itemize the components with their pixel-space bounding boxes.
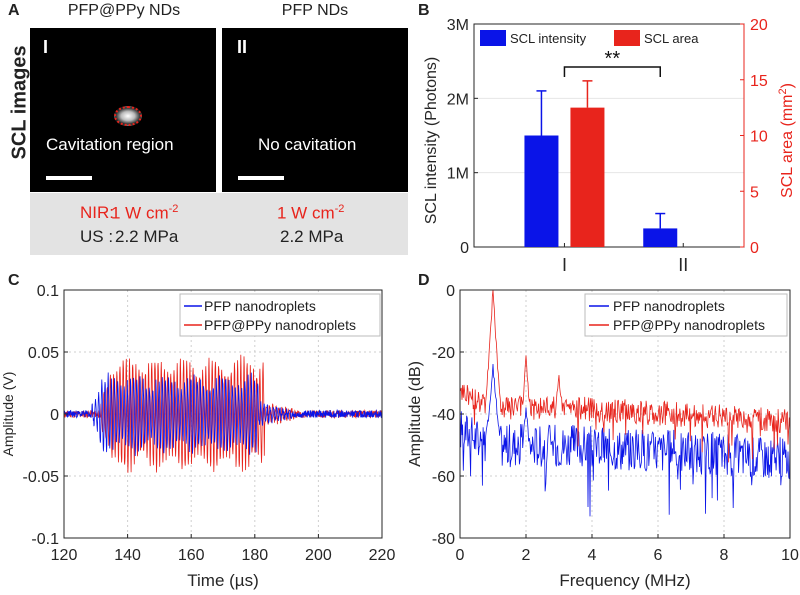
image-numeral-i: I: [43, 37, 49, 57]
x-tick-label: I: [562, 255, 567, 275]
legend-label-pfp-ppy: PFP@PPy nanodroplets: [613, 317, 765, 333]
y-tick-label: -60: [432, 469, 455, 486]
scl-image-left: I Cavitation region: [30, 28, 216, 192]
legend-label-pfp-ppy: PFP@PPy nanodroplets: [204, 317, 356, 333]
y-right-tick-label: 20: [750, 17, 768, 34]
x-tick-label: 180: [241, 547, 268, 564]
us-value-right: 2.2 MPa: [280, 227, 344, 246]
y-tick-label: -0.05: [23, 469, 60, 486]
x-tick-label: 220: [369, 547, 396, 564]
y-tick-label: 0: [460, 240, 469, 257]
legend-label-area: SCL area: [644, 31, 699, 46]
nir-value-left: 1 W cm-2: [111, 203, 179, 223]
x-tick-label: 8: [720, 547, 729, 564]
y-tick-label: 2M: [447, 91, 469, 108]
x-tick-label: II: [678, 255, 688, 275]
bar-scl-intensity: [643, 228, 678, 247]
y-tick-label: -20: [432, 345, 455, 362]
x-tick-label: 0: [456, 547, 465, 564]
y-tick-label: -0.1: [31, 531, 59, 548]
nir-label: NIR:: [80, 203, 114, 222]
us-value-left: 2.2 MPa: [115, 227, 179, 246]
legend-label-pfp: PFP nanodroplets: [613, 298, 725, 314]
y-right-tick-label: 5: [750, 184, 759, 201]
y-axis-label: Amplitude (V): [0, 372, 16, 457]
legend-label-intensity: SCL intensity: [510, 31, 587, 46]
y-right-tick-label: 15: [750, 73, 768, 90]
y-tick-label: -40: [432, 407, 455, 424]
panel-b-label: B: [418, 2, 430, 19]
series-line-pfp-ppy: [459, 289, 791, 463]
y-tick-label: 0: [446, 283, 455, 300]
significance-stars: **: [605, 48, 621, 70]
x-tick-label: 6: [654, 547, 663, 564]
y-right-axis-label: SCL area (mm2): [777, 83, 796, 198]
y-tick-label: 0.1: [37, 283, 59, 300]
panel-a-label: A: [8, 2, 20, 19]
x-tick-label: 2: [522, 547, 531, 564]
series-line-pfp: [63, 372, 383, 457]
cavitation-region-caption: Cavitation region: [46, 135, 174, 154]
panel-c-label: C: [8, 272, 20, 289]
x-axis-label: Time (µs): [187, 571, 259, 590]
left-image-title: PFP@PPy NDs: [67, 2, 181, 19]
panel-d-chart: 0 2 4 6 8 10 -80 -60 -40 -20 0 PFP nanodroplets PFP@…: [407, 283, 799, 590]
x-axis-label: Frequency (MHz): [559, 571, 690, 590]
series-line-pfp: [459, 363, 791, 517]
legend-swatch-intensity: [480, 30, 506, 46]
right-image-title: PFP NDs: [281, 2, 349, 19]
x-tick-label: 10: [781, 547, 799, 564]
legend-label-pfp: PFP nanodroplets: [204, 298, 316, 314]
y-right-tick-label: 0: [750, 240, 759, 257]
cavitation-spot: [114, 106, 142, 126]
y-tick-label: 3M: [447, 17, 469, 34]
nir-value-right: 1 W cm-2: [277, 203, 345, 223]
x-tick-label: 160: [178, 547, 205, 564]
panel-c-chart: 120 140 160 180 200 220 -0.1 -0.05 0 0.05 0.1 PFP n…: [0, 283, 396, 590]
scale-bar-right: [238, 176, 284, 180]
no-cavitation-caption: No cavitation: [258, 135, 357, 154]
y-tick-label: -80: [432, 531, 455, 548]
scl-images-title: SCL images: [8, 45, 31, 160]
y-axis-label: Amplitude (dB): [407, 361, 424, 467]
y-tick-label: 1M: [447, 166, 469, 183]
y-tick-label: 0: [50, 407, 59, 424]
conditions-box: NIR: 1 W cm-2 US : 2.2 MPa 1 W cm-2 2.2 …: [30, 193, 408, 255]
panel-d-label: D: [418, 272, 430, 289]
us-label: US :: [80, 227, 114, 246]
legend-box: [179, 293, 381, 337]
y-axis-label: SCL intensity (Photons): [423, 57, 440, 224]
y-right-tick-label: 10: [750, 129, 768, 146]
legend-swatch-area: [614, 30, 640, 46]
legend-box: [584, 293, 788, 337]
x-tick-label: 200: [305, 547, 332, 564]
x-tick-label: 120: [51, 547, 78, 564]
x-tick-label: 140: [114, 547, 141, 564]
bar-scl-area: [570, 107, 605, 247]
x-tick-label: 4: [588, 547, 597, 564]
scl-image-right: II No cavitation: [222, 28, 408, 192]
bar-scl-intensity: [524, 135, 559, 247]
significance-bracket: [563, 66, 661, 77]
y-tick-label: 0.05: [28, 345, 59, 362]
image-numeral-ii: II: [237, 37, 248, 57]
scale-bar-left: [46, 176, 92, 180]
